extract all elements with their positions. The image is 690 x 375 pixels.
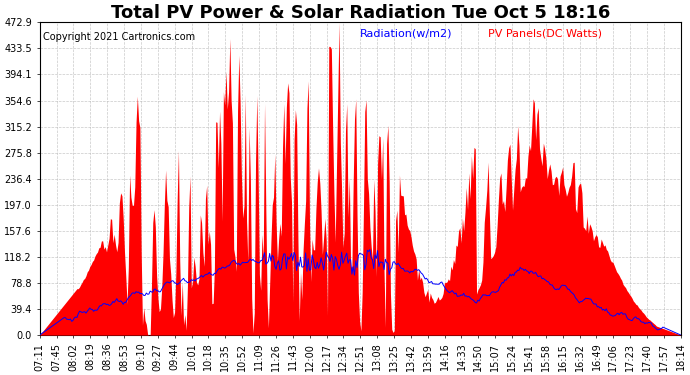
Text: Copyright 2021 Cartronics.com: Copyright 2021 Cartronics.com xyxy=(43,32,195,42)
Text: PV Panels(DC Watts): PV Panels(DC Watts) xyxy=(489,28,602,39)
Title: Total PV Power & Solar Radiation Tue Oct 5 18:16: Total PV Power & Solar Radiation Tue Oct… xyxy=(110,4,610,22)
Text: Radiation(w/m2): Radiation(w/m2) xyxy=(360,28,453,39)
